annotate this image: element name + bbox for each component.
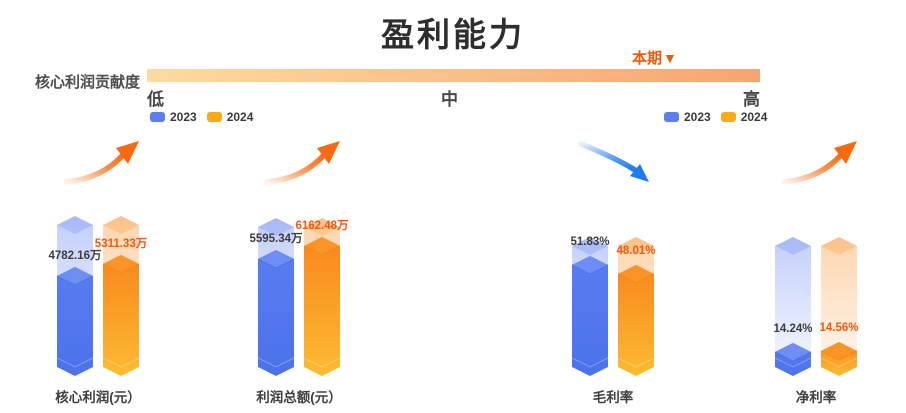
scale-label-mid: 中 xyxy=(441,90,458,109)
bar-2023[interactable] xyxy=(775,237,811,376)
legend-swatch xyxy=(150,112,165,122)
chart-group: 14.24% 14.56% 净利率 xyxy=(758,130,874,413)
category-label: 利润总额(元） xyxy=(256,390,342,405)
value-label-2024: 5311.33万 xyxy=(94,238,148,250)
legend-left: 2023 2024 xyxy=(150,110,253,124)
value-label-2024: 48.01% xyxy=(616,245,656,257)
legend-right: 2023 2024 xyxy=(664,110,767,124)
current-period-label: 本期 xyxy=(632,50,663,67)
scale-label-high: 高 xyxy=(743,90,760,109)
value-label-2023: 14.24% xyxy=(773,323,813,335)
category-label: 净利率 xyxy=(795,390,837,405)
trend-up-arrow-icon xyxy=(780,138,860,191)
trend-up-arrow-icon xyxy=(263,138,343,191)
page-title: 盈利能力 xyxy=(381,16,525,53)
legend-swatch xyxy=(664,112,679,122)
bar-2024[interactable] xyxy=(821,237,857,376)
value-label-2024: 14.56% xyxy=(819,322,859,334)
legend-item-2023[interactable]: 2023 xyxy=(664,110,711,124)
trend-up-arrow-icon xyxy=(62,138,142,191)
bar-2023[interactable] xyxy=(258,218,294,376)
legend-item-label: 2024 xyxy=(740,110,768,124)
legend-item-2024[interactable]: 2024 xyxy=(206,110,254,124)
legend-swatch xyxy=(720,112,736,122)
legend-swatch xyxy=(206,112,222,122)
legend-item-label: 2024 xyxy=(226,110,254,124)
trend-down-arrow-icon xyxy=(577,138,657,191)
chart-group: 51.83% 48.01% 毛利率 xyxy=(555,130,671,413)
value-label-2023: 51.83% xyxy=(570,236,610,248)
value-label-2023: 4782.16万 xyxy=(48,250,102,262)
triangle-down-icon: ▼ xyxy=(663,50,677,66)
current-period-marker: 本期▼ xyxy=(632,47,677,68)
legend-item-label: 2023 xyxy=(170,110,197,124)
bar-2023[interactable] xyxy=(572,237,608,376)
legend-item-label: 2023 xyxy=(684,110,711,124)
bar-2024[interactable] xyxy=(103,216,139,376)
bar-2023[interactable] xyxy=(57,216,93,376)
gauge-title: 核心利润贡献度 xyxy=(34,74,140,91)
chart-group: 4782.16万 5311.33万核心利润(元） xyxy=(40,130,156,413)
value-label-2023: 5595.34万 xyxy=(249,233,303,245)
chart-group: 5595.34万 6162.48万利润总额(元） xyxy=(241,130,357,413)
legend-item-2024[interactable]: 2024 xyxy=(720,110,768,124)
category-label: 核心利润(元） xyxy=(55,390,141,405)
category-label: 毛利率 xyxy=(592,390,634,405)
scale-label-low: 低 xyxy=(147,90,164,109)
contribution-gradient-bar xyxy=(147,69,760,82)
value-label-2024: 6162.48万 xyxy=(295,220,349,232)
bar-2024[interactable] xyxy=(304,218,340,376)
legend-item-2023[interactable]: 2023 xyxy=(150,110,197,124)
bar-2024[interactable] xyxy=(618,237,654,376)
